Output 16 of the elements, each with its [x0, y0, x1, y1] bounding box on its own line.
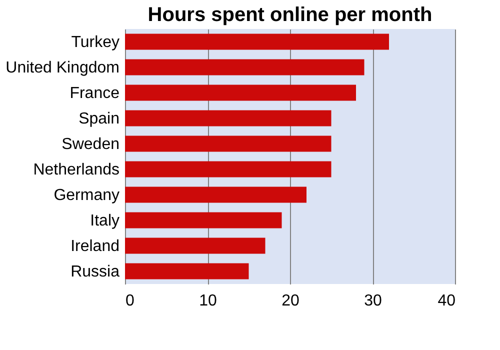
y-tick-label: France	[70, 84, 120, 102]
y-tick-label: Netherlands	[33, 161, 120, 178]
y-tick-label: Germany	[54, 186, 120, 204]
x-tick-label: 30	[364, 292, 382, 310]
x-tick-label: 10	[199, 292, 217, 310]
chart-title: Hours spent online per month	[148, 4, 432, 26]
x-tick-label: 20	[282, 292, 300, 310]
x-tick-label: 40	[438, 292, 456, 310]
y-tick-label: Spain	[78, 110, 120, 128]
y-tick-label: Italy	[90, 212, 120, 230]
y-tick-label: Turkey	[71, 34, 120, 51]
y-tick-label: United Kingdom	[6, 59, 120, 76]
y-tick-label: Russia	[70, 263, 120, 280]
y-tick-label: Ireland	[70, 238, 120, 255]
x-tick-label: 0	[126, 292, 134, 310]
y-tick-label: Sweden	[62, 136, 120, 153]
